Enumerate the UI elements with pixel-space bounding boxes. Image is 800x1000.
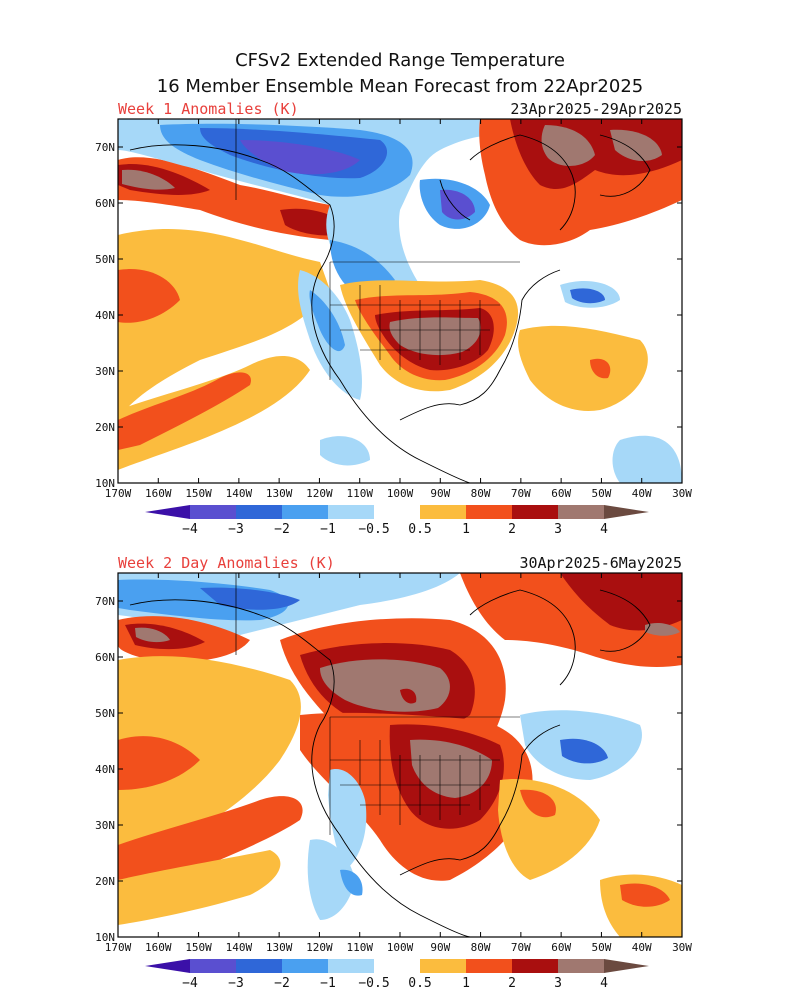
y-tick-label: 30N <box>95 819 115 832</box>
colorbar-label: 3 <box>554 976 562 991</box>
colorbar-label: −0.5 <box>358 522 389 537</box>
x-tick-label: 100W <box>387 487 414 500</box>
y-tick-label: 10N <box>95 477 115 490</box>
colorbar-bin <box>374 959 420 973</box>
figure-title-line1: CFSv2 Extended Range Temperature <box>235 50 565 71</box>
x-tick-label: 150W <box>185 487 212 500</box>
colorbar-bin <box>190 505 236 519</box>
y-tick-label: 70N <box>95 595 115 608</box>
x-tick-label: 160W <box>145 941 172 954</box>
colorbar-bin <box>466 959 512 973</box>
anomaly-field <box>118 573 682 937</box>
colorbar-bin <box>466 505 512 519</box>
panel-week2: Week 2 Day Anomalies (K) 30Apr2025-6May2… <box>95 554 692 954</box>
colorbar-bin <box>190 959 236 973</box>
x-tick-label: 70W <box>511 487 531 500</box>
y-tick-label: 50N <box>95 253 115 266</box>
colorbar-bin <box>328 959 374 973</box>
x-tick-label: 140W <box>226 487 253 500</box>
x-tick-label: 80W <box>471 487 491 500</box>
x-tick-label: 90W <box>430 941 450 954</box>
colorbar-label: −2 <box>274 976 290 991</box>
x-tick-label: 120W <box>306 941 333 954</box>
colorbar-bin <box>512 959 558 973</box>
x-tick-label: 30W <box>672 941 692 954</box>
y-tick-label: 30N <box>95 365 115 378</box>
y-tick-label: 40N <box>95 309 115 322</box>
panel-label: Week 2 Day Anomalies (K) <box>118 554 335 572</box>
colorbar-bin <box>420 505 466 519</box>
x-tick-label: 100W <box>387 941 414 954</box>
y-tick-label: 40N <box>95 763 115 776</box>
colorbar-bin <box>236 505 282 519</box>
colorbar-bin <box>374 505 420 519</box>
colorbar-label: 4 <box>600 976 608 991</box>
x-tick-label: 50W <box>591 487 611 500</box>
y-tick-label: 60N <box>95 197 115 210</box>
colorbar-label: −4 <box>182 522 198 537</box>
x-tick-label: 140W <box>226 941 253 954</box>
x-tick-label: 30W <box>672 487 692 500</box>
x-tick-label: 130W <box>266 941 293 954</box>
x-tick-label: 110W <box>346 487 373 500</box>
x-tick-label: 170W <box>105 941 132 954</box>
colorbar-arrow-high <box>604 959 649 973</box>
colorbar-label: 1 <box>462 522 470 537</box>
x-tick-label: 160W <box>145 487 172 500</box>
x-tick-label: 60W <box>551 487 571 500</box>
figure-title-line2: 16 Member Ensemble Mean Forecast from 22… <box>157 76 644 97</box>
colorbar-label: −1 <box>320 976 336 991</box>
colorbar-bin <box>328 505 374 519</box>
colorbar-label: −2 <box>274 522 290 537</box>
colorbar-arrow-high <box>604 505 649 519</box>
x-tick-label: 60W <box>551 941 571 954</box>
colorbar-week2: −4 −3 −2 −1 −0.5 0.5 1 2 3 4 <box>145 959 649 991</box>
colorbar-label: 3 <box>554 522 562 537</box>
x-tick-label: 110W <box>346 941 373 954</box>
colorbar-arrow-low <box>145 959 190 973</box>
colorbar-label: 4 <box>600 522 608 537</box>
y-tick-label: 60N <box>95 651 115 664</box>
colorbar-label: −0.5 <box>358 976 389 991</box>
y-tick-label: 20N <box>95 421 115 434</box>
panel-date-range: 30Apr2025-6May2025 <box>519 554 682 572</box>
colorbar-bin <box>420 959 466 973</box>
colorbar-label: 2 <box>508 522 516 537</box>
y-tick-label: 20N <box>95 875 115 888</box>
panel-date-range: 23Apr2025-29Apr2025 <box>510 100 682 118</box>
panel-label: Week 1 Anomalies (K) <box>118 100 299 118</box>
colorbar-label: −3 <box>228 522 244 537</box>
colorbar-label: −4 <box>182 976 198 991</box>
x-tick-label: 130W <box>266 487 293 500</box>
colorbar-week1: −4 −3 −2 −1 −0.5 0.5 1 2 3 4 <box>145 505 649 537</box>
colorbar-bin <box>558 505 604 519</box>
x-tick-label: 90W <box>430 487 450 500</box>
x-tick-label: 40W <box>632 941 652 954</box>
colorbar-bin <box>236 959 282 973</box>
colorbar-label: −3 <box>228 976 244 991</box>
x-tick-label: 80W <box>471 941 491 954</box>
x-tick-label: 170W <box>105 487 132 500</box>
x-tick-label: 150W <box>185 941 212 954</box>
panel-week1: Week 1 Anomalies (K) 23Apr2025-29Apr2025 <box>95 100 692 500</box>
anomaly-field <box>118 119 682 483</box>
x-tick-label: 50W <box>591 941 611 954</box>
x-tick-label: 70W <box>511 941 531 954</box>
y-tick-label: 50N <box>95 707 115 720</box>
y-tick-label: 70N <box>95 141 115 154</box>
colorbar-label: 0.5 <box>408 976 431 991</box>
colorbar-bin <box>282 959 328 973</box>
colorbar-label: −1 <box>320 522 336 537</box>
y-tick-label: 10N <box>95 931 115 944</box>
x-tick-label: 40W <box>632 487 652 500</box>
x-tick-label: 120W <box>306 487 333 500</box>
colorbar-bin <box>282 505 328 519</box>
colorbar-bin <box>558 959 604 973</box>
colorbar-label: 0.5 <box>408 522 431 537</box>
colorbar-arrow-low <box>145 505 190 519</box>
colorbar-label: 2 <box>508 976 516 991</box>
colorbar-bin <box>512 505 558 519</box>
colorbar-label: 1 <box>462 976 470 991</box>
